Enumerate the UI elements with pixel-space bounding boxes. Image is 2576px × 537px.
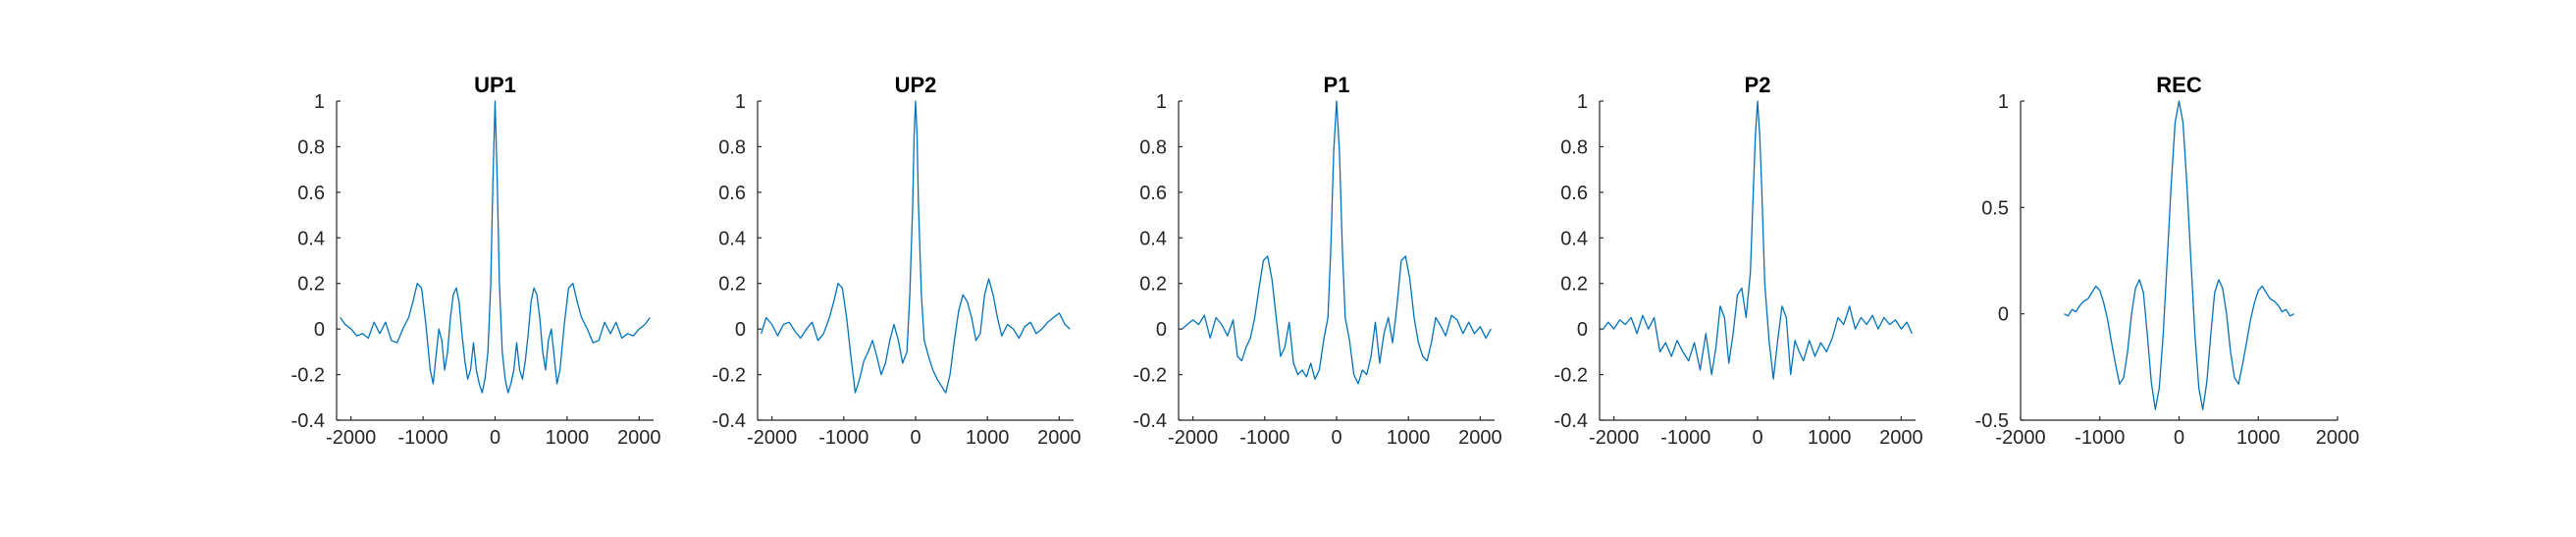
y-tick-label: 0: [314, 319, 325, 341]
y-tick-label: 0: [1577, 319, 1588, 341]
y-tick-label: 0.8: [1560, 136, 1588, 158]
y-tick-label: 0.4: [1139, 228, 1167, 249]
y-tick-label: 0.2: [1560, 274, 1588, 295]
y-tick-label: 0.8: [297, 136, 325, 158]
y-tick-label: -0.4: [1133, 410, 1167, 432]
x-tick-label: 1000: [1808, 427, 1852, 449]
x-tick-label: 2000: [617, 427, 661, 449]
y-tick-label: -0.2: [1133, 365, 1167, 387]
y-tick-label: 0.2: [297, 274, 325, 295]
chart-title: REC: [2156, 73, 2202, 97]
x-tick-label: 1000: [546, 427, 590, 449]
x-tick-label: 2000: [2316, 427, 2360, 449]
series-line: [1182, 100, 1492, 385]
y-tick-label: 1: [735, 91, 746, 113]
x-tick-label: 2000: [1458, 427, 1502, 449]
y-tick-label: 0.2: [1139, 274, 1167, 295]
chart-panel-up2: UP2 -0.4 -0.2 0 0.2 0.4 0.6 0.8 1 -2000 -1000 0 1000…: [712, 73, 1081, 449]
y-tick-label: -0.4: [291, 410, 325, 432]
chart-title: UP2: [895, 73, 937, 97]
x-tick-label: 0: [2174, 427, 2184, 449]
x-tick-label: -1000: [1239, 427, 1289, 449]
y-tick-label: 0.6: [297, 183, 325, 204]
x-tick-label: -2000: [1168, 427, 1218, 449]
chart-title: P2: [1745, 73, 1771, 97]
chart-panel-p2: P2 -0.4 -0.2 0 0.2 0.4 0.6 0.8 1 -2000 -1000 0 1000 2…: [1554, 73, 1923, 449]
x-tick-label: -2000: [326, 427, 376, 449]
y-tick-label: 0.4: [718, 228, 746, 249]
series-line: [340, 100, 651, 394]
chart-title: UP1: [474, 73, 516, 97]
y-tick-label: -0.2: [291, 365, 325, 387]
x-tick-label: 0: [1752, 427, 1762, 449]
y-tick-label: 0.2: [718, 274, 746, 295]
x-tick-label: -1000: [1660, 427, 1710, 449]
y-tick-label: 0: [1156, 319, 1167, 341]
x-tick-label: -2000: [1995, 427, 2045, 449]
y-tick-label: 0.6: [1560, 183, 1588, 204]
x-tick-label: 0: [910, 427, 920, 449]
y-tick-label: -0.4: [1554, 410, 1588, 432]
x-tick-label: -1000: [398, 427, 448, 449]
series-line: [761, 100, 1071, 394]
x-tick-label: -1000: [818, 427, 868, 449]
y-tick-label: -0.5: [1975, 410, 2009, 432]
y-tick-label: 1: [1998, 91, 2009, 113]
y-tick-label: -0.2: [712, 365, 746, 387]
x-tick-label: 0: [1331, 427, 1341, 449]
chart-panel-rec: REC -0.5 0 0.5 1 -2000 -1000 0 1000 2000: [1975, 73, 2360, 449]
y-tick-label: 0.6: [718, 183, 746, 204]
y-tick-label: 0.5: [1981, 197, 2009, 219]
y-tick-label: 1: [1577, 91, 1588, 113]
x-tick-label: 2000: [1037, 427, 1081, 449]
y-tick-label: 0: [735, 319, 746, 341]
x-tick-label: -1000: [2075, 427, 2125, 449]
x-tick-label: 2000: [1879, 427, 1923, 449]
y-tick-label: 0: [1998, 304, 2009, 326]
x-tick-label: 1000: [966, 427, 1010, 449]
chart-panel-up1: UP1 -0.4 -0.2 0 0.2 0.4 0.6 0.8 1 -2000 -1000 0 1000…: [291, 73, 661, 449]
y-tick-label: 1: [1156, 91, 1167, 113]
series-line: [2064, 100, 2294, 410]
x-tick-label: 0: [490, 427, 500, 449]
y-tick-label: 0.8: [1139, 136, 1167, 158]
y-tick-label: 0.4: [297, 228, 325, 249]
series-line: [1603, 100, 1913, 380]
y-tick-label: 0.4: [1560, 228, 1588, 249]
y-tick-label: -0.4: [712, 410, 746, 432]
x-tick-label: -2000: [747, 427, 797, 449]
chart-title: P1: [1324, 73, 1350, 97]
chart-panel-p1: P1 -0.4 -0.2 0 0.2 0.4 0.6 0.8 1 -2000 -1000 0 1000 2…: [1133, 73, 1502, 449]
y-tick-label: 0.6: [1139, 183, 1167, 204]
x-tick-label: 1000: [1387, 427, 1431, 449]
y-tick-label: -0.2: [1554, 365, 1588, 387]
x-tick-label: 1000: [2236, 427, 2281, 449]
x-tick-label: -2000: [1589, 427, 1639, 449]
y-tick-label: 1: [314, 91, 325, 113]
y-tick-label: 0.8: [718, 136, 746, 158]
